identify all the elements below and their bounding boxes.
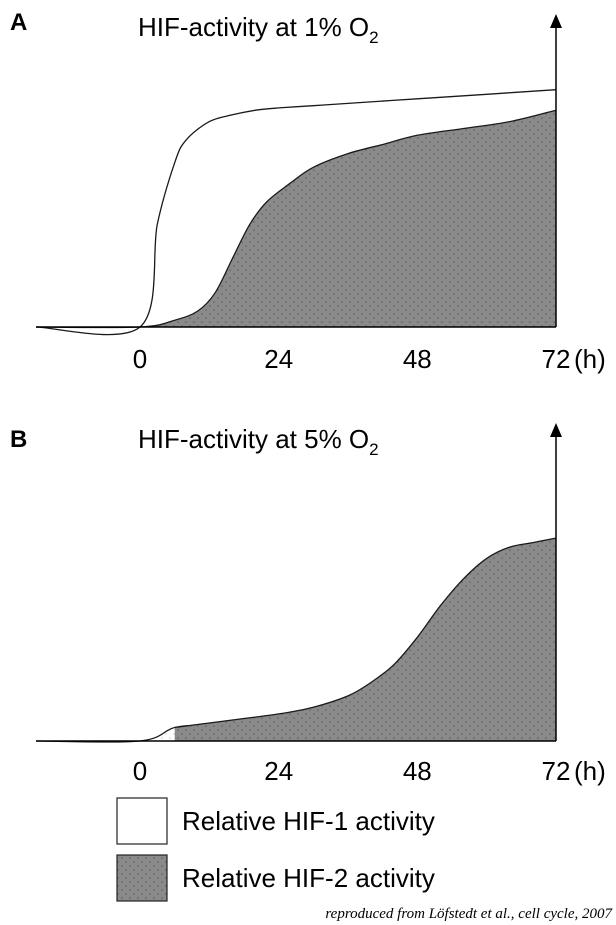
legend-swatch-hif2 [116, 854, 168, 902]
panel-a-x-ticks: 0 24 48 72 (h) [133, 344, 606, 374]
x-tick-label: 0 [133, 344, 147, 374]
y-axis-arrow [550, 423, 562, 437]
hif2-curve [174, 537, 557, 729]
source-credit: reproduced from Löfstedt et al., cell cy… [325, 906, 613, 922]
x-tick-label: 72 [542, 756, 571, 786]
panel-b-title: HIF-activity at 5% O2 [138, 424, 379, 459]
hif2-area [174, 538, 556, 741]
panel-a-plot [35, 14, 562, 336]
hif2-area [36, 110, 556, 328]
panel-letter-a: A [10, 9, 27, 36]
hif1-curve [35, 89, 557, 336]
x-tick-label: 48 [403, 344, 432, 374]
x-tick-label: 48 [403, 756, 432, 786]
x-tick-label: 24 [264, 344, 293, 374]
legend-swatch-hif1 [116, 797, 168, 845]
y-axis-arrow [550, 14, 562, 28]
hif2-curve [35, 109, 557, 329]
panel-b-plot [35, 423, 562, 743]
panel-b-x-ticks: 0 24 48 72 (h) [133, 756, 606, 786]
panel-letter-b: B [10, 426, 27, 453]
legend-label-hif1: Relative HIF-1 activity [182, 806, 435, 836]
x-tick-label: 0 [133, 756, 147, 786]
x-tick-label: 72 [542, 344, 571, 374]
x-axis-unit: (h) [574, 344, 606, 374]
x-axis-unit: (h) [574, 756, 606, 786]
panel-b: B HIF-activity at 5% O2 0 24 48 72 (h) [10, 423, 606, 786]
legend: Relative HIF-1 activity Relative HIF-2 a… [116, 797, 435, 902]
x-tick-label: 24 [264, 756, 293, 786]
panel-a: A HIF-activity at 1% O2 0 24 48 72 (h) [10, 9, 606, 374]
legend-label-hif2: Relative HIF-2 activity [182, 863, 435, 893]
panel-a-title: HIF-activity at 1% O2 [138, 12, 379, 47]
